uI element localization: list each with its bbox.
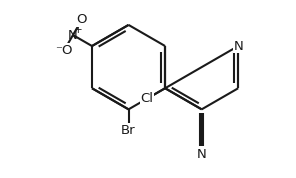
Text: +: +: [74, 25, 83, 35]
Text: N: N: [68, 28, 78, 41]
Text: ⁻O: ⁻O: [55, 44, 73, 57]
Text: Br: Br: [121, 124, 136, 137]
Text: N: N: [197, 148, 207, 161]
Text: N: N: [233, 40, 243, 53]
Text: O: O: [77, 13, 87, 26]
Text: Cl: Cl: [140, 92, 153, 105]
